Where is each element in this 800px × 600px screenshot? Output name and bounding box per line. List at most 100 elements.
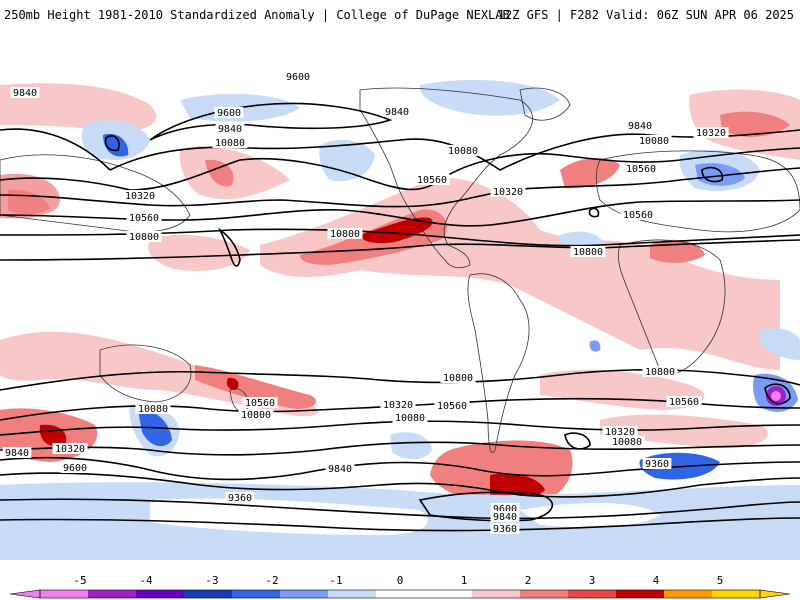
contour-label: 10800 [645, 367, 675, 378]
contour-label: 10080 [612, 437, 642, 448]
contour-label: 10800 [443, 373, 473, 384]
contour-label: 10080 [215, 138, 245, 149]
colorbar: -5 -4 -3 -2 -1 0 1 2 3 4 5 [9, 574, 791, 599]
contour-label: 9600 [286, 72, 310, 83]
header: 250mb Height 1981-2010 Standardized Anom… [0, 0, 800, 28]
contour-label-bg [666, 396, 702, 407]
contour-label-bg [642, 366, 678, 377]
colorbar-outline [39, 589, 761, 599]
colorbar-segment [520, 590, 569, 598]
contour-label-bg [636, 135, 672, 146]
contour-label-bg [620, 209, 656, 220]
contour-label-bg [60, 462, 90, 473]
contour-label-bg [414, 174, 450, 185]
contour-label: 9600 [493, 504, 517, 515]
contour-label: 9360 [228, 493, 252, 504]
contour-label-bg [609, 436, 645, 447]
contour-label: 10320 [55, 444, 85, 455]
colorbar-tick-label: -4 [139, 574, 153, 587]
contour-label-bg [215, 123, 245, 134]
continent-outlines [0, 87, 800, 453]
contour-label-bg [490, 503, 520, 514]
contour-label: 9600 [63, 463, 87, 474]
contour-label-bg [445, 145, 481, 156]
colorbar-tick-label: -5 [73, 574, 86, 587]
contour-label-bg [283, 71, 313, 82]
colorbar-max-arrow [759, 589, 791, 599]
contour-label: 9840 [385, 107, 409, 118]
contour-label: 9840 [218, 124, 242, 135]
contour-label-bg [625, 120, 655, 131]
colorbar-segment [616, 590, 665, 598]
contour-label-bg [623, 163, 659, 174]
contour-label: 9840 [493, 512, 517, 523]
colorbar-tick-label: -1 [329, 574, 342, 587]
contour-label: 9360 [493, 524, 517, 535]
contour-label-bg [693, 127, 729, 138]
negative-anomaly-shading [0, 80, 800, 560]
contour-label: 10320 [125, 191, 155, 202]
contour-label-bg [392, 412, 428, 423]
colorbar-segment [280, 590, 329, 598]
contour-label-bg [490, 186, 526, 197]
contour-label-bg [490, 523, 520, 534]
contour-label-bg [242, 397, 278, 408]
contour-label: 10560 [245, 398, 275, 409]
contour-label-bg [382, 106, 412, 117]
contour-label-bg [570, 246, 606, 257]
colorbar-tick-label: -3 [205, 574, 218, 587]
contour-label: 10080 [639, 136, 669, 147]
contour-label: 10560 [437, 401, 467, 412]
colorbar-segment [376, 590, 425, 598]
contour-labels: 9600984096009840100801032010560108009840… [2, 71, 729, 535]
colorbar-segment [424, 590, 473, 598]
colorbar-tick-label: 3 [589, 574, 596, 587]
colorbar-segment [232, 590, 281, 598]
contour-label-bg [10, 87, 40, 98]
contour-label-bg [212, 137, 248, 148]
contour-label-bg [327, 228, 363, 239]
contour-label: 10800 [330, 229, 360, 240]
colorbar-segment [88, 590, 137, 598]
contour-label-bg [434, 400, 470, 411]
colorbar-segment [712, 590, 761, 598]
contour-label: 10080 [138, 404, 168, 415]
colorbar-tick-label: 4 [653, 574, 660, 587]
colorbar-tick-label: -2 [265, 574, 278, 587]
contour-label: 10800 [241, 410, 271, 421]
contour-label: 10560 [626, 164, 656, 175]
contour-label-bg [225, 492, 255, 503]
contour-label: 9840 [5, 448, 29, 459]
contour-label: 10080 [395, 413, 425, 424]
contour-label-bg [642, 458, 672, 469]
contour-label-bg [135, 403, 171, 414]
contour-label-bg [440, 372, 476, 383]
colorbar-tick-label: 1 [461, 574, 468, 587]
contour-label: 9840 [13, 88, 37, 99]
contour-label-bg [126, 231, 162, 242]
contour-label: 10320 [696, 128, 726, 139]
contour-label: 10800 [573, 247, 603, 258]
contour-label: 10560 [129, 213, 159, 224]
contour-label-bg [126, 212, 162, 223]
contour-label: 10560 [669, 397, 699, 408]
colorbar-tick-label: 5 [717, 574, 724, 587]
contour-label-bg [238, 409, 274, 420]
contour-label: 10800 [129, 232, 159, 243]
contour-label: 10320 [493, 187, 523, 198]
contour-label-bg [2, 447, 32, 458]
contour-label: 10320 [383, 400, 413, 411]
anomaly-map: 9600984096009840100801032010560108009840… [0, 30, 800, 560]
colorbar-segment [40, 590, 89, 598]
model-valid-time: 12Z GFS | F282 Valid: 06Z SUN APR 06 202… [497, 8, 794, 22]
contour-label-bg [602, 426, 638, 437]
contour-label-bg [214, 107, 244, 118]
contour-label: 9600 [217, 108, 241, 119]
contour-label: 10560 [417, 175, 447, 186]
colorbar-tick-label: 0 [397, 574, 404, 587]
colorbar-segment [184, 590, 233, 598]
contour-label: 9360 [645, 459, 669, 470]
contour-label-bg [325, 463, 355, 474]
colorbar-segment [328, 590, 377, 598]
contour-label-bg [122, 190, 158, 201]
